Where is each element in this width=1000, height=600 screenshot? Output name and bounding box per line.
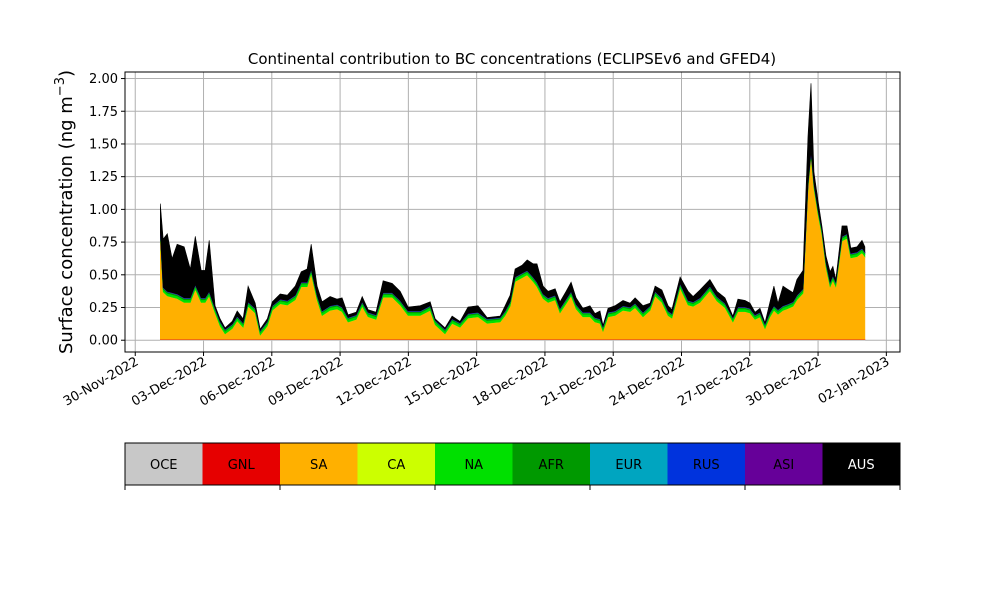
legend-swatch-sa	[280, 443, 358, 485]
y-axis: 0.00 0.25 0.50 0.75 1.00 1.25 1.50 1.75 2.00	[89, 72, 125, 349]
legend-label-eur: EUR	[615, 458, 642, 473]
legend-label-oce: OCE	[150, 458, 178, 473]
legend-swatch-ca	[357, 443, 435, 485]
y-axis-label: Surface concentration (ng m−3)	[53, 70, 77, 354]
x-tick-label: 03-Dec-2022	[129, 354, 209, 409]
legend-label-asi: ASI	[773, 458, 794, 473]
x-tick-label: 15-Dec-2022	[402, 354, 482, 409]
x-tick-label: 30-Dec-2022	[744, 354, 824, 409]
x-tick-label: 30-Nov-2022	[61, 354, 141, 409]
legend-label-ca: CA	[387, 458, 405, 473]
x-tick-label: 09-Dec-2022	[266, 354, 346, 409]
plot-frame	[124, 71, 901, 353]
x-tick-label: 21-Dec-2022	[539, 354, 619, 409]
legend-swatch-rus	[667, 443, 745, 485]
legend-label-na: NA	[464, 458, 483, 473]
legend-swatch-na	[435, 443, 513, 485]
legend-colorbar: OCE GNL SA CA NA AFR EUR RUS ASI AUS	[124, 442, 901, 490]
y-tick-label: 1.25	[89, 170, 118, 185]
x-tick-label: 18-Dec-2022	[471, 354, 551, 409]
legend-swatch-gnl	[202, 443, 280, 485]
y-tick-label: 0.25	[89, 301, 118, 316]
stacked-areas	[160, 83, 866, 341]
legend-label-sa: SA	[310, 458, 327, 473]
x-axis: 30-Nov-202203-Dec-202206-Dec-202209-Dec-…	[61, 352, 892, 410]
legend-swatch-eur	[590, 443, 668, 485]
y-tick-label: 0.75	[89, 236, 118, 251]
legend-swatch-oce	[125, 443, 203, 485]
y-tick-label: 1.50	[89, 137, 118, 152]
legend-frame	[124, 442, 901, 486]
x-tick-label: 12-Dec-2022	[334, 354, 414, 409]
x-tick-label: 06-Dec-2022	[197, 354, 277, 409]
y-tick-label: 0.50	[89, 268, 118, 283]
y-tick-label: 1.00	[89, 203, 118, 218]
legend-label-aus: AUS	[848, 458, 875, 473]
area-aus	[160, 83, 866, 332]
y-tick-label: 2.00	[89, 72, 118, 87]
y-tick-label: 0.00	[89, 334, 118, 349]
chart-title: Continental contribution to BC concentra…	[248, 50, 776, 68]
x-tick-label: 24-Dec-2022	[607, 354, 687, 409]
legend-swatch-aus	[822, 443, 900, 485]
grid	[125, 72, 900, 352]
legend-label-afr: AFR	[539, 458, 564, 473]
legend-swatch-afr	[512, 443, 590, 485]
y-tick-label: 1.75	[89, 105, 118, 120]
legend-swatch-asi	[745, 443, 823, 485]
legend-label-gnl: GNL	[228, 458, 256, 473]
x-tick-label: 02-Jan-2023	[816, 354, 893, 407]
legend-label-rus: RUS	[693, 458, 720, 473]
x-tick-label: 27-Dec-2022	[675, 354, 755, 409]
